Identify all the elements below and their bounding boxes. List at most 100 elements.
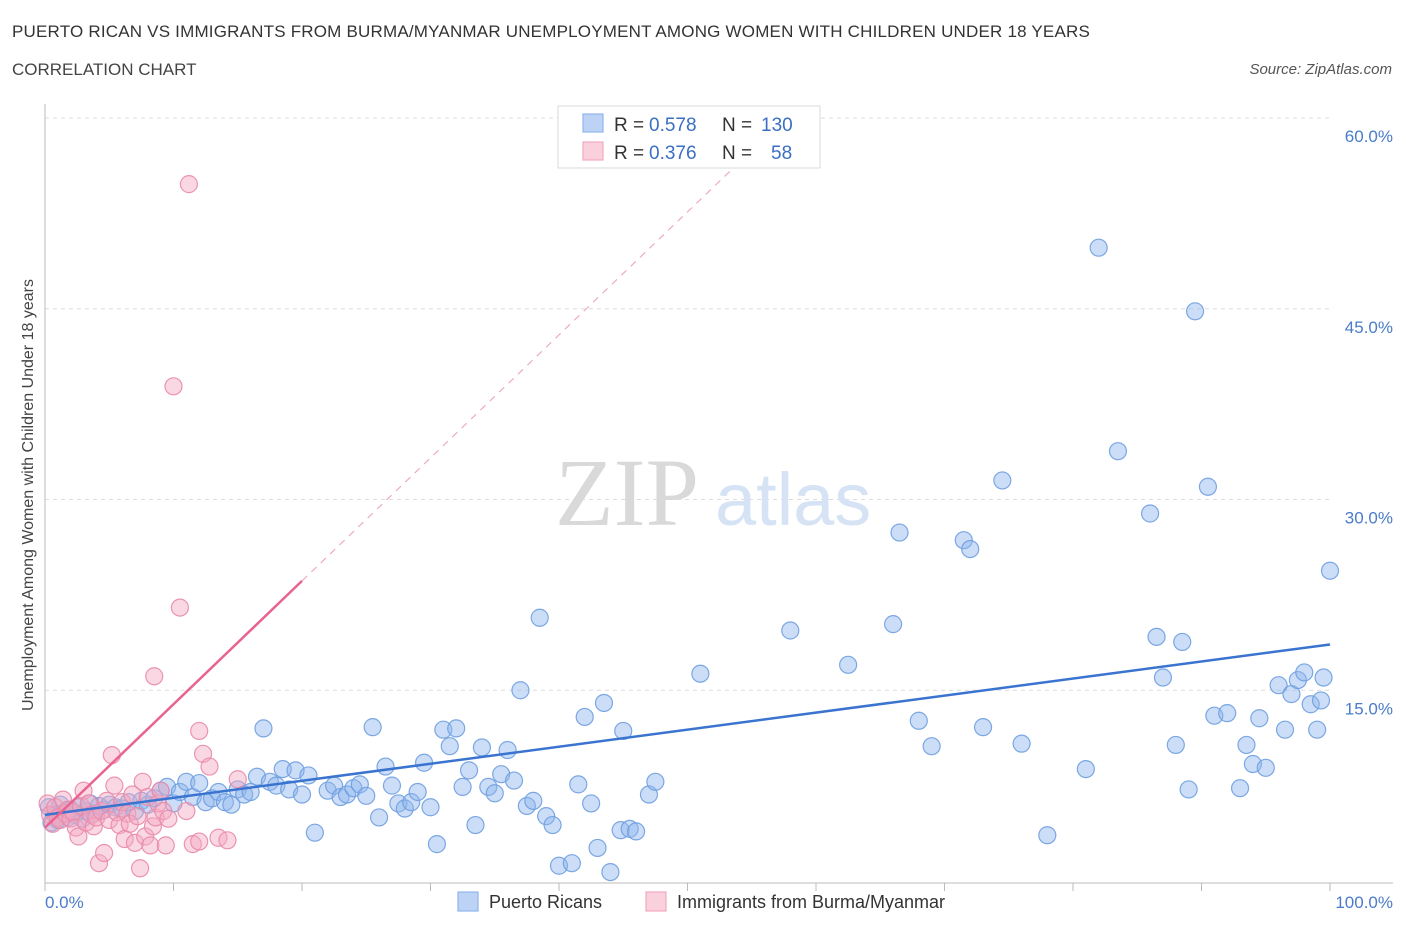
data-point — [402, 793, 421, 812]
bottom-legend-label-blue: Puerto Ricans — [489, 892, 602, 912]
chart-title: PUERTO RICAN VS IMMIGRANTS FROM BURMA/MY… — [12, 22, 1090, 41]
data-point — [292, 785, 312, 804]
data-point — [1089, 238, 1108, 257]
data-point — [466, 815, 485, 835]
data-point — [130, 859, 150, 878]
data-point — [382, 776, 402, 795]
data-point — [537, 807, 556, 826]
data-point — [408, 782, 427, 802]
legend-r-value-blue: 0.578 — [649, 115, 697, 136]
data-point — [601, 862, 620, 882]
data-point — [839, 655, 858, 674]
data-point — [1311, 691, 1331, 710]
y-tick-label: 30.0% — [1345, 509, 1393, 528]
data-point — [440, 737, 459, 756]
data-point — [200, 757, 219, 776]
data-point — [370, 808, 389, 827]
data-point — [909, 711, 928, 730]
data-point — [305, 823, 324, 842]
data-point — [781, 621, 800, 640]
y-tick-label: 15.0% — [1345, 699, 1393, 718]
data-point — [1288, 670, 1307, 690]
data-point — [1076, 759, 1095, 779]
trend-line-blue — [44, 643, 1331, 817]
data-point — [350, 775, 369, 794]
data-point — [102, 746, 121, 765]
x-tick-label-min: 0.0% — [45, 893, 84, 912]
data-point — [459, 761, 479, 780]
bottom-legend-swatch-pink — [645, 891, 667, 912]
chart-subtitle: CORRELATION CHART — [12, 60, 197, 79]
data-point — [136, 827, 155, 846]
data-point — [228, 770, 247, 789]
data-point — [543, 815, 562, 835]
legend-top: R = 0.578 N = 130 R = 0.376 N = 58 — [557, 105, 821, 169]
data-point — [69, 827, 88, 846]
data-point — [1108, 442, 1128, 461]
legend-n-label-blue: N = — [722, 115, 752, 136]
watermark-atlas: atlas — [715, 458, 871, 541]
data-point — [485, 784, 504, 803]
legend-r-label-blue: R = — [614, 115, 644, 136]
data-point — [569, 775, 588, 794]
y-tick-label: 45.0% — [1345, 318, 1393, 337]
data-point — [105, 776, 124, 795]
legend-swatch-pink — [582, 141, 604, 161]
data-point — [524, 791, 543, 810]
data-point — [427, 835, 447, 854]
data-point — [691, 664, 710, 683]
y-tick-labels: 15.0% 30.0% 45.0% 60.0% — [1345, 127, 1393, 718]
data-point — [1301, 695, 1320, 714]
data-point — [190, 832, 209, 851]
data-point — [363, 718, 382, 737]
trend-lines — [44, 168, 1331, 829]
grid-lines — [45, 117, 1330, 691]
data-point — [575, 707, 594, 727]
data-point — [954, 531, 973, 550]
bottom-legend-label-pink: Immigrants from Burma/Myanmar — [677, 892, 945, 912]
data-point — [376, 757, 395, 776]
data-point — [504, 771, 524, 790]
data-point — [177, 801, 196, 821]
data-point — [159, 809, 178, 828]
axes — [44, 104, 1393, 891]
series-puerto-ricans — [39, 238, 1340, 882]
data-point — [511, 681, 530, 700]
data-point — [1218, 704, 1237, 723]
data-point — [357, 786, 376, 805]
legend-swatch-blue — [582, 113, 604, 133]
data-point — [1250, 709, 1269, 728]
data-point — [95, 843, 114, 863]
data-point — [626, 822, 646, 841]
data-point — [151, 781, 170, 800]
data-point — [190, 773, 209, 793]
data-point — [993, 471, 1012, 490]
data-point — [1147, 627, 1166, 646]
watermark: ZIP atlas — [555, 439, 871, 546]
data-point — [177, 772, 196, 791]
data-point — [594, 693, 614, 713]
data-point — [100, 810, 119, 830]
data-point — [421, 798, 440, 817]
data-point — [890, 523, 909, 542]
data-point — [562, 854, 581, 873]
legend-r-label-pink: R = — [614, 143, 644, 164]
data-point — [141, 836, 160, 855]
data-point — [447, 719, 466, 738]
data-point — [1166, 735, 1185, 755]
data-point — [1275, 720, 1295, 739]
data-point — [164, 377, 183, 396]
legend-n-value-blue: 130 — [761, 115, 793, 136]
data-point — [1179, 780, 1198, 799]
data-point — [1237, 735, 1256, 755]
data-point — [125, 833, 145, 852]
data-point — [530, 608, 549, 627]
data-point — [120, 814, 139, 833]
trend-line-pink-extension — [301, 168, 733, 582]
data-point — [1308, 720, 1327, 739]
data-point — [254, 719, 273, 738]
data-point — [961, 539, 980, 559]
data-point — [222, 795, 241, 814]
data-point — [1256, 758, 1275, 777]
